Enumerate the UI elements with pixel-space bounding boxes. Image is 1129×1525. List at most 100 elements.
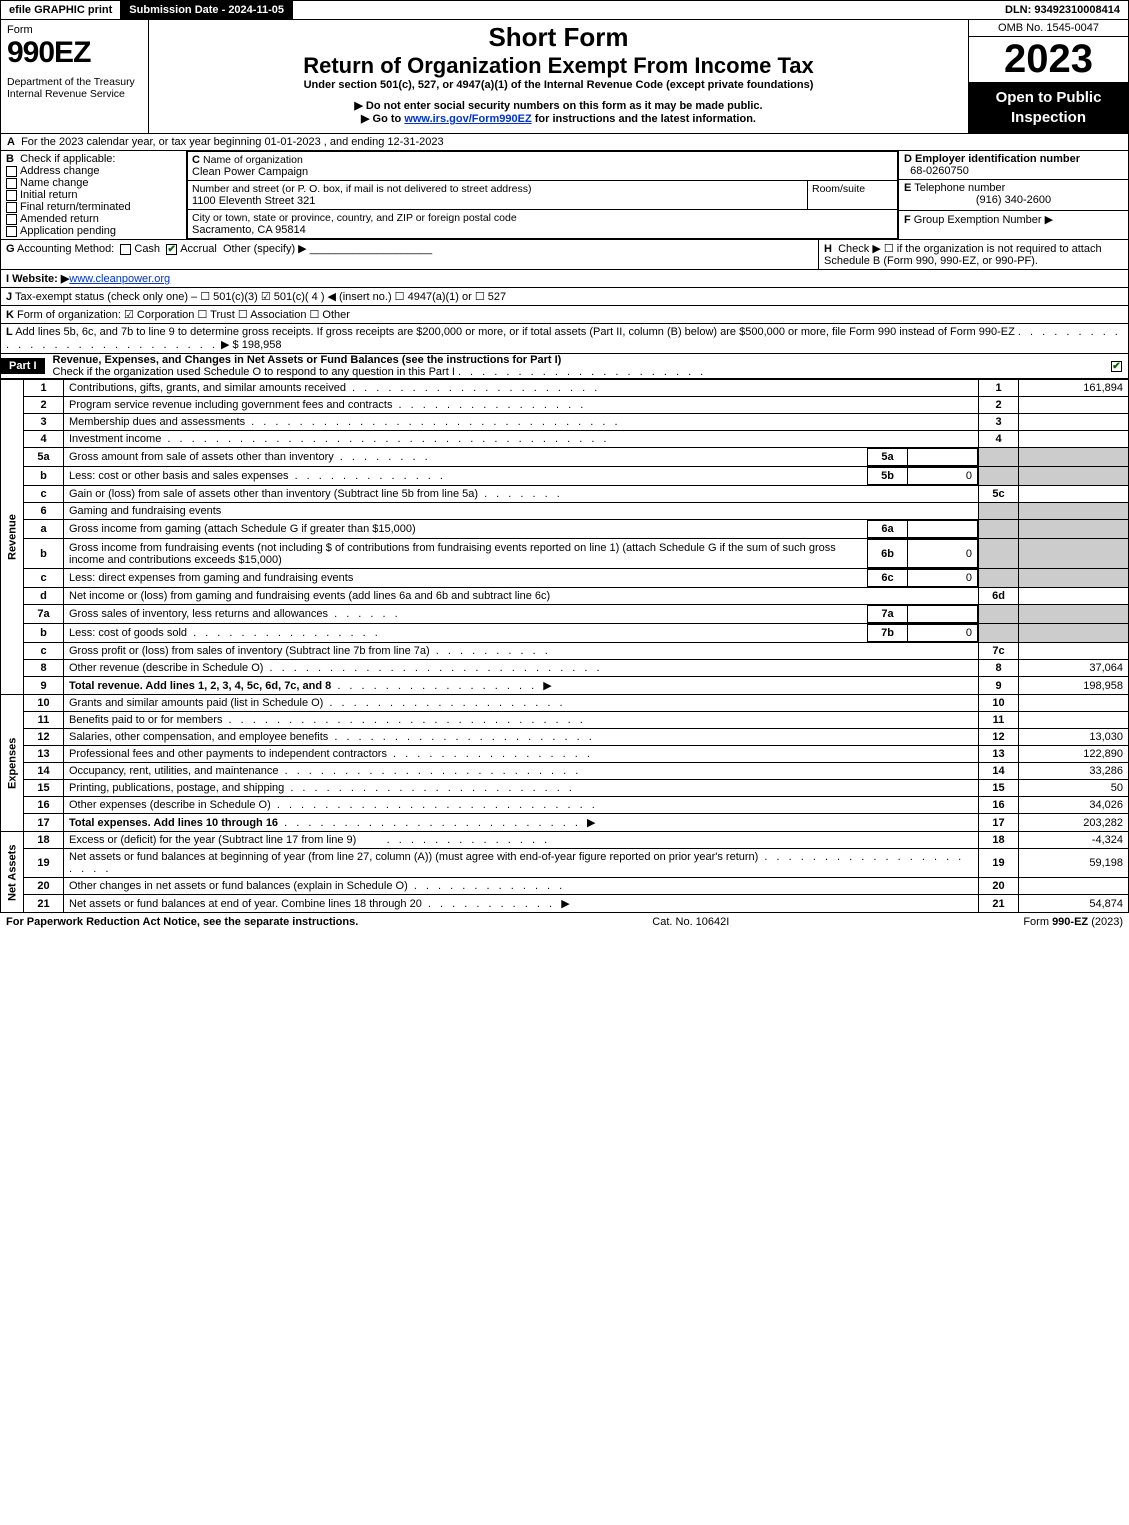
g-accrual: Accrual <box>180 243 217 255</box>
omb-number: OMB No. 1545-0047 <box>969 20 1128 37</box>
chk-schedO[interactable] <box>1111 361 1122 372</box>
n15: 15 <box>24 780 64 797</box>
chk-cash[interactable] <box>120 244 131 255</box>
ib6c: 6c <box>868 570 908 587</box>
t3: Membership dues and assessments . . . . … <box>64 414 979 431</box>
chk-name[interactable] <box>6 178 17 189</box>
iv6b: 0 <box>908 540 978 568</box>
b14: 14 <box>979 763 1019 780</box>
t18: Excess or (deficit) for the year (Subtra… <box>64 832 979 849</box>
website-link[interactable]: www.cleanpower.org <box>69 273 170 285</box>
n1: 1 <box>24 380 64 397</box>
b6d: 6d <box>979 588 1019 605</box>
t6c: Less: direct expenses from gaming and fu… <box>64 569 979 588</box>
ib6a: 6a <box>868 521 908 538</box>
chk-pending[interactable] <box>6 226 17 237</box>
n5a: 5a <box>24 448 64 467</box>
chk-amended[interactable] <box>6 214 17 225</box>
header-mid: Short Form Return of Organization Exempt… <box>149 20 968 133</box>
n7b: b <box>24 624 64 643</box>
col-DEF: D Employer identification number 68-0260… <box>898 151 1128 239</box>
L-amount: ▶ $ 198,958 <box>221 339 281 351</box>
b6cg <box>979 569 1019 588</box>
header-right: OMB No. 1545-0047 2023 Open to Public In… <box>968 20 1128 133</box>
line-G: G Accounting Method: Cash Accrual Other … <box>1 240 818 269</box>
b7a <box>979 605 1019 624</box>
iv6c: 0 <box>908 570 978 587</box>
opt-initial: Initial return <box>20 189 77 201</box>
part1-sub: Check if the organization used Schedule … <box>53 366 455 378</box>
open-public: Open to Public Inspection <box>969 82 1128 133</box>
chk-initial[interactable] <box>6 190 17 201</box>
iv6a <box>908 521 978 538</box>
b10: 10 <box>979 695 1019 712</box>
dept-label: Department of the Treasury Internal Reve… <box>7 76 142 100</box>
efile-label: efile GRAPHIC print <box>1 1 121 19</box>
chk-address[interactable] <box>6 166 17 177</box>
v3 <box>1019 414 1129 431</box>
v20 <box>1019 878 1129 895</box>
n6: 6 <box>24 503 64 520</box>
ib5a: 5a <box>868 449 908 466</box>
v14: 33,286 <box>1019 763 1129 780</box>
v17: 203,282 <box>1019 814 1129 832</box>
t16: Other expenses (describe in Schedule O) … <box>64 797 979 814</box>
F-label: Group Exemption Number ▶ <box>914 214 1053 226</box>
n6a: a <box>24 520 64 539</box>
chk-final[interactable] <box>6 202 17 213</box>
block-BCDEF: B Check if applicable: Address change Na… <box>0 151 1129 240</box>
form-header: Form 990EZ Department of the Treasury In… <box>0 20 1129 134</box>
submission-date: Submission Date - 2024-11-05 <box>121 1 293 19</box>
chk-accrual[interactable] <box>166 244 177 255</box>
page-footer: For Paperwork Reduction Act Notice, see … <box>0 913 1129 931</box>
b4: 4 <box>979 431 1019 448</box>
t10: Grants and similar amounts paid (list in… <box>64 695 979 712</box>
t6b: Gross income from fundraising events (no… <box>64 539 979 569</box>
v15: 50 <box>1019 780 1129 797</box>
phone: (916) 340-2600 <box>904 194 1123 206</box>
v11 <box>1019 712 1129 729</box>
ein: 68-0260750 <box>910 165 969 177</box>
iv5a <box>908 449 978 466</box>
t1: Contributions, gifts, grants, and simila… <box>64 380 979 397</box>
top-bar: efile GRAPHIC print Submission Date - 20… <box>0 0 1129 20</box>
t7c: Gross profit or (loss) from sales of inv… <box>64 643 979 660</box>
J-text: Tax-exempt status (check only one) – ☐ 5… <box>15 291 506 303</box>
goto-link[interactable]: www.irs.gov/Form990EZ <box>404 113 531 125</box>
goto-post: for instructions and the latest informat… <box>532 113 756 125</box>
b5a <box>979 448 1019 467</box>
n17: 17 <box>24 814 64 832</box>
n20: 20 <box>24 878 64 895</box>
n12: 12 <box>24 729 64 746</box>
v6b <box>1019 539 1129 569</box>
b20: 20 <box>979 878 1019 895</box>
n16: 16 <box>24 797 64 814</box>
v6a <box>1019 520 1129 539</box>
b1: 1 <box>979 380 1019 397</box>
part1-label: Part I <box>1 358 45 374</box>
ib7a: 7a <box>868 606 908 623</box>
b11: 11 <box>979 712 1019 729</box>
org-name: Clean Power Campaign <box>192 166 308 178</box>
n3: 3 <box>24 414 64 431</box>
t4: Investment income . . . . . . . . . . . … <box>64 431 979 448</box>
t14: Occupancy, rent, utilities, and maintena… <box>64 763 979 780</box>
K-text: Form of organization: ☑ Corporation ☐ Tr… <box>17 309 350 321</box>
tab-expenses: Expenses <box>1 695 24 832</box>
tax-year: 2023 <box>969 37 1128 82</box>
opt-name: Name change <box>20 177 89 189</box>
street-label: Number and street (or P. O. box, if mail… <box>192 183 531 195</box>
b15: 15 <box>979 780 1019 797</box>
lines-table: Revenue 1 Contributions, gifts, grants, … <box>0 379 1129 913</box>
t17: Total expenses. Add lines 10 through 16 … <box>64 814 979 832</box>
v10 <box>1019 695 1129 712</box>
n13: 13 <box>24 746 64 763</box>
n2: 2 <box>24 397 64 414</box>
b12: 12 <box>979 729 1019 746</box>
b5b <box>979 467 1019 486</box>
ib6b: 6b <box>868 540 908 568</box>
t15: Printing, publications, postage, and shi… <box>64 780 979 797</box>
opt-pending: Application pending <box>20 225 116 237</box>
v19: 59,198 <box>1019 849 1129 878</box>
b19: 19 <box>979 849 1019 878</box>
